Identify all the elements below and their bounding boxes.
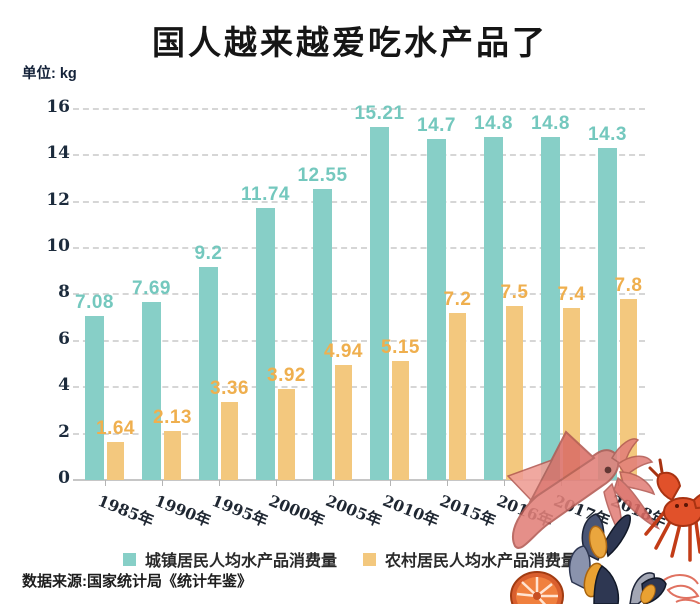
x-axis-tick [275,480,277,486]
rural-bar-2017年 [563,308,580,480]
rural-value-label: 5.15 [381,336,420,358]
x-axis-tick [104,480,106,486]
x-axis-year-label: 1995年 [208,490,271,531]
urban-bar-1985年 [85,315,104,480]
rural-bar-1990年 [164,430,181,480]
urban-bar-1995年 [199,266,218,480]
legend-label: 城镇居民人均水产品消费量 [144,553,337,570]
shrimp-sketch-icon [663,574,700,604]
gridline-y-2 [73,432,645,435]
urban-bar-2005年 [313,188,332,480]
x-axis-tick [161,480,163,486]
gridline-y-10 [73,247,645,250]
urban-value-label: 15.21 [354,103,405,125]
legend-label: 农村居民人均水产品消费量 [385,553,578,570]
rural-value-label: 7.4 [557,284,586,306]
x-axis-tick [389,480,391,486]
x-axis-line [73,479,653,481]
x-axis-year-label: 2018年 [607,490,670,531]
x-axis-tick [332,480,334,486]
chart-title: 国人越来越爱吃水产品了 [152,24,548,61]
y-axis-tick-label: 12 [46,189,70,210]
legend-swatch-icon [363,552,376,566]
x-axis-tick [446,480,448,486]
urban-value-label: 7.69 [132,277,171,299]
x-axis-year-label: 1985年 [94,490,157,531]
x-axis-tick [617,480,619,486]
y-axis-tick-label: 8 [58,282,70,303]
rural-value-label: 4.94 [324,341,363,363]
rural-value-label: 3.36 [210,378,249,400]
rural-value-label: 7.2 [443,289,472,311]
rural-value-label: 2.13 [153,406,192,428]
y-axis-tick-label: 10 [46,236,70,257]
rural-value-label: 3.92 [267,365,306,387]
rural-value-label: 7.8 [614,275,643,297]
x-axis-year-label: 2015年 [436,490,499,531]
urban-value-label: 12.55 [297,164,348,186]
rural-bar-1985年 [107,441,124,480]
gridline-y-12 [73,200,645,203]
gridline-y-4 [73,386,645,389]
x-axis-year-label: 2005年 [322,490,385,531]
x-axis-year-label: 2010年 [379,490,442,531]
data-source-note: 数据来源:国家统计局《统计年鉴》 [22,573,252,590]
gridline-y-14 [73,154,645,157]
y-axis-tick-label: 14 [46,143,70,164]
rural-bar-2015年 [449,313,466,480]
rural-bar-1995年 [221,402,238,480]
urban-bar-1990年 [142,301,161,480]
x-axis-tick [218,480,220,486]
legend-item-0: 城镇居民人均水产品消费量 [122,547,337,571]
salmon-slice-icon [510,571,564,604]
rural-bar-2016年 [506,306,523,480]
y-axis-tick-label: 2 [58,421,70,442]
urban-value-label: 14.8 [531,112,570,134]
x-axis-year-label: 2016年 [493,490,556,531]
urban-bar-2000年 [256,207,275,480]
urban-bar-2015年 [427,139,446,480]
legend-swatch-icon [122,552,136,566]
unit-label: 单位: kg [22,66,77,82]
gridline-y-6 [73,339,645,342]
x-axis-tick [560,480,562,486]
y-axis-tick-label: 4 [58,375,70,396]
rural-bar-2000年 [278,389,295,480]
urban-value-label: 7.08 [75,291,114,313]
urban-bar-2018年 [598,148,617,480]
urban-bar-2010年 [370,127,389,480]
y-axis-tick-label: 0 [58,468,70,488]
legend-item-1: 农村居民人均水产品消费量 [363,547,577,571]
y-axis-tick-label: 6 [58,328,70,349]
x-axis-year-label: 1990年 [151,490,214,531]
urban-value-label: 11.74 [241,183,290,205]
rural-bar-2018年 [620,299,637,480]
urban-bar-2017年 [541,136,560,480]
urban-value-label: 14.3 [588,124,627,146]
chart-legend: 城镇居民人均水产品消费量 农村居民人均水产品消费量 [0,547,700,571]
urban-value-label: 9.2 [194,242,223,264]
gridline-y-16 [73,107,645,110]
rural-bar-2005年 [335,365,352,480]
rural-value-label: 7.5 [500,282,529,304]
rural-value-label: 1.64 [96,417,135,439]
x-axis-year-label: 2000年 [265,490,328,531]
y-axis-tick-label: 16 [46,96,70,117]
urban-value-label: 14.7 [417,115,456,137]
gridline-y-8 [73,293,645,296]
urban-bar-2016年 [484,136,503,480]
x-axis-tick [503,480,505,486]
rural-bar-2010年 [392,360,409,480]
x-axis-year-label: 2017年 [550,490,613,531]
urban-value-label: 14.8 [474,112,513,134]
